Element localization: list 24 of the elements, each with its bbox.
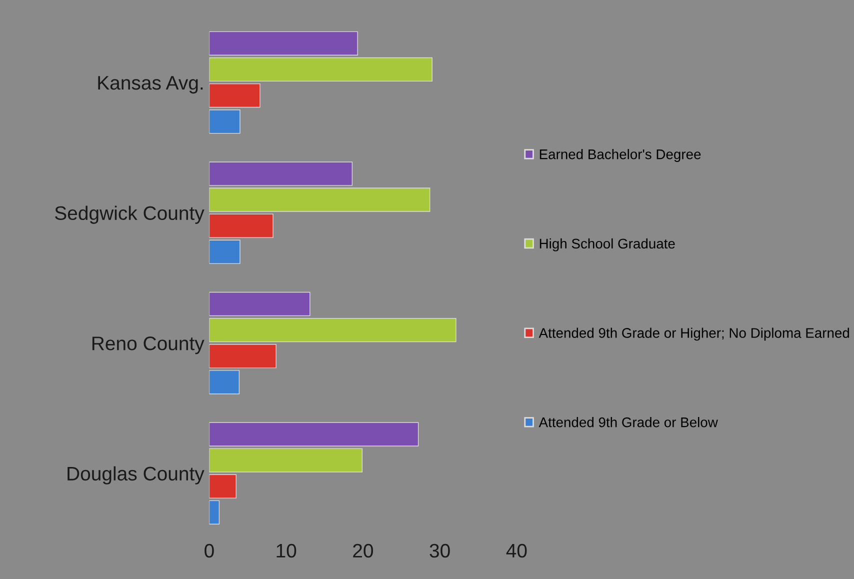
bar	[209, 240, 240, 264]
x-tick-label: 0	[204, 544, 214, 558]
x-tick-label: 40	[506, 544, 527, 558]
bar	[209, 344, 276, 368]
legend-label: High School Graduate	[540, 238, 675, 252]
y-tick-label: Sedgwick County	[55, 206, 204, 224]
bar	[209, 292, 310, 316]
bar	[209, 83, 260, 108]
bar	[209, 370, 240, 394]
legend-label: Attended 9th Grade or Below	[538, 417, 718, 428]
bar	[209, 31, 358, 56]
bar	[209, 57, 432, 82]
x-tick-label: 10	[276, 544, 296, 558]
bar	[209, 474, 236, 498]
bar	[209, 110, 240, 134]
y-tick-label: Reno County	[92, 336, 204, 354]
y-tick-label: Douglas County	[68, 466, 204, 484]
legend-label: Attended 9th Grade or Higher; No Diploma Earned	[538, 328, 850, 341]
bar	[209, 318, 456, 342]
x-tick-label: 20	[353, 544, 374, 558]
bar	[209, 500, 220, 524]
x-tick-label: 30	[430, 544, 450, 558]
legend-label: Earned Bachelor's Degree	[540, 149, 701, 162]
y-tick-label: Kansas Avg.	[98, 76, 203, 94]
